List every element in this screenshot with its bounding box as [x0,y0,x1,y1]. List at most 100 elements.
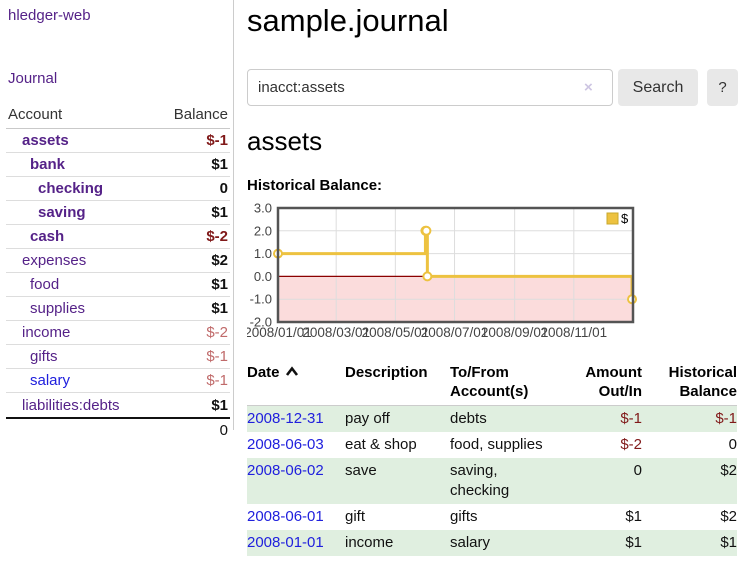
account-link-assets[interactable]: assets [22,132,69,149]
sidebar-account-row: bank $1 [6,153,230,177]
chart-y-tick-label: 3.0 [254,201,272,216]
historical-balance-chart: 3.0 2.0 1.0 0.0 -1.0 -2.02008/01/012008/03/01… [247,201,638,340]
balance-header-line2: Balance [679,383,737,400]
sidebar-account-row: saving $1 [6,201,230,225]
account-link-supplies[interactable]: supplies [30,300,86,317]
chart-y-tick-label: 1.0 [254,246,272,261]
sidebar-total-row: 0 [6,417,230,441]
transaction-date-cell: 2008-06-03 [247,432,345,458]
transaction-description-cell: save [345,462,377,479]
transaction-accounts-cell: food, supplies [450,436,543,453]
account-balance: $-1 [206,132,228,149]
sidebar-item-journal[interactable]: Journal [8,70,58,87]
chart-y-tick-label: 2.0 [254,223,272,238]
account-link-liabilities-debts[interactable]: liabilities:debts [22,396,120,414]
sort-ascending-icon [285,366,298,376]
account-link-gifts[interactable]: gifts [30,348,58,365]
transaction-accounts-cell: salary [450,534,491,551]
chart-x-tick-label: 2008/07/01 [421,325,489,340]
account-balance: $1 [211,276,228,293]
transaction-date-link[interactable]: 2008-06-03 [247,436,324,453]
chart-x-tick-label: 2008/11/01 [541,325,608,340]
chart-data-point[interactable] [421,225,432,236]
transaction-amount-cell: $1 [625,508,642,525]
chart-x-tick-label: 2008/01/01 [247,325,312,340]
clear-search-icon[interactable]: × [584,79,593,96]
sidebar-total-balance: 0 [219,422,228,439]
sidebar-account-row: checking 0 [6,177,230,201]
account-link-food[interactable]: food [30,276,60,293]
account-balance: $-2 [206,324,228,341]
date-header-label: Date [247,364,280,381]
transaction-date-cell: 2008-01-01 [247,530,345,556]
register-row: 2008-01-01 income salary $1 $1 [247,530,737,556]
transaction-accounts-cell: saving, checking [450,462,510,499]
account-link-cash[interactable]: cash [30,228,65,245]
account-link-expenses[interactable]: expenses [22,252,87,269]
transaction-amount-cell: $1 [625,534,642,551]
transaction-description-cell: income [345,534,394,551]
sidebar-account-row: expenses $2 [6,249,230,273]
transaction-amount-cell: 0 [633,462,642,479]
chart-data-point[interactable] [422,271,433,282]
sidebar-account-row: liabilities:debts $1 [6,393,230,417]
chart-legend-swatch [606,212,619,225]
register-row: 2008-06-01 gift gifts $1 $2 [247,504,737,530]
account-balance: $1 [211,156,228,173]
transaction-date-link[interactable]: 2008-01-01 [247,534,324,551]
help-button[interactable]: ? [707,69,738,106]
description-column-header: Description [345,360,450,406]
transaction-amount-cell: $-1 [620,410,642,427]
register-header-row: Date Description To/From Account(s) Amou… [247,360,737,406]
sidebar-account-row: cash $-2 [6,225,230,249]
transaction-date-link[interactable]: 2008-12-31 [247,410,324,427]
transaction-date-cell: 2008-06-01 [247,504,345,530]
search-input[interactable] [247,69,613,106]
transaction-balance-cell: $-1 [715,410,737,427]
register-row: 2008-06-03 eat & shop food, supplies $-2 0 [247,432,737,458]
sidebar-account-row: assets $-1 [6,129,230,153]
account-balance: $-1 [206,372,228,389]
account-link-salary[interactable]: salary [30,372,71,389]
account-column-header: Account [8,106,63,123]
transaction-date-cell: 2008-06-02 [247,458,345,504]
transaction-date-link[interactable]: 2008-06-01 [247,508,324,525]
chart-y-tick-label: -2.0 [250,315,272,330]
search-button[interactable]: Search [618,69,698,106]
account-link-income[interactable]: income [22,324,71,341]
sidebar-account-row: supplies $1 [6,297,230,321]
account-balance: $1 [211,204,228,221]
page-title: sample.journal [247,3,449,38]
chart-x-tick-label: 2008/03/01 [302,325,370,340]
sidebar-table-header: Account Balance [6,104,230,129]
sidebar-account-row: salary $-1 [6,369,230,393]
account-link-saving[interactable]: saving [38,204,86,221]
transaction-description-cell: pay off [345,410,390,427]
transaction-amount-cell: $-2 [620,436,642,453]
tofrom-header-line1: To/From [450,364,509,381]
chart-y-tick-label: -1.0 [250,292,272,307]
chart-title: Historical Balance: [247,177,383,194]
tofrom-column-header: To/From Account(s) [450,360,560,406]
tofrom-header-line2: Account(s) [450,383,529,400]
transaction-date-link[interactable]: 2008-06-02 [247,462,324,479]
transaction-balance-cell: $2 [720,508,737,525]
register-row: 2008-12-31 pay off debts $-1 $-1 [247,405,737,433]
search-bar: × Search ? [247,69,738,106]
account-balance: 0 [219,180,228,197]
sidebar-account-row: income $-2 [6,321,230,345]
account-link-checking[interactable]: checking [38,180,104,197]
sidebar-account-row: gifts $-1 [6,345,230,369]
app-brand-link[interactable]: hledger-web [8,7,91,24]
chart-x-tick-label: 2008/05/01 [362,325,430,340]
account-balance: $-1 [206,348,228,365]
sidebar-divider [233,0,234,430]
transaction-description-cell: eat & shop [345,436,417,453]
date-column-header[interactable]: Date [247,360,345,406]
transaction-date-cell: 2008-12-31 [247,406,345,433]
account-link-bank[interactable]: bank [30,156,66,173]
transaction-balance-cell: 0 [728,436,737,453]
account-balance: $1 [211,300,228,317]
sidebar-account-row: food $1 [6,273,230,297]
chart-legend-label: $ [621,211,629,226]
